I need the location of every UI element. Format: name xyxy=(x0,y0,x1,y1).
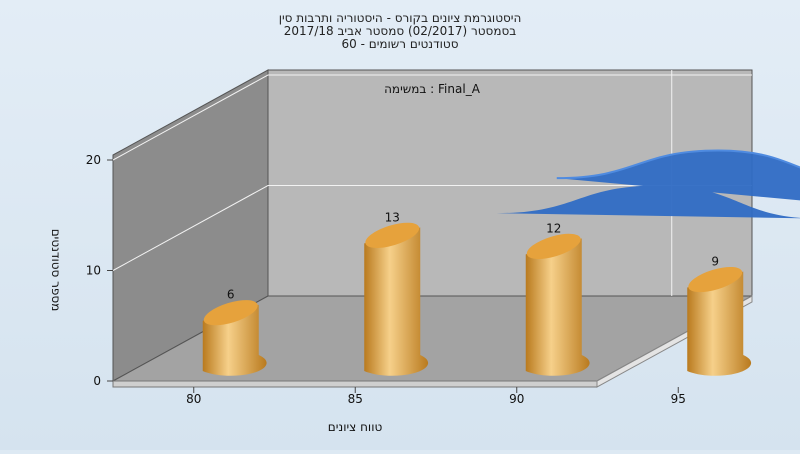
y-tick-label: 0 xyxy=(93,374,101,388)
bar-data-label: 12 xyxy=(546,221,561,235)
bar: 12 xyxy=(525,221,590,376)
title-line-3: סטודנטים רשומים - 60 xyxy=(341,37,458,51)
gridline-y xyxy=(112,74,752,161)
axis-ticks: 0102080859095100 xyxy=(86,153,686,406)
bar-group: 6131297 xyxy=(202,210,752,376)
bar-body xyxy=(364,227,429,376)
y-tick-label: 10 xyxy=(86,264,101,278)
title-line-1: היסטוגרמת ציונים בקורס - היסטוריה ותרבות… xyxy=(279,11,522,25)
bar-body xyxy=(687,271,752,376)
bar-cap xyxy=(365,222,420,248)
bar-cap xyxy=(203,300,258,326)
y-tick-label: 20 xyxy=(86,153,101,167)
bar-cap xyxy=(526,233,581,259)
bar-data-label: 13 xyxy=(385,210,400,224)
bar: 6 xyxy=(202,288,267,376)
bar-data-label: 9 xyxy=(711,255,719,269)
x-axis-label: טווח ציונים xyxy=(328,420,383,434)
bar: 9 xyxy=(687,255,752,376)
curve-top-edge xyxy=(556,149,800,180)
bar-data-label: 6 xyxy=(227,288,235,302)
x-tick-label: 85 xyxy=(348,392,363,406)
task-annotation: במשימה : Final_A xyxy=(384,82,481,96)
trend-curve xyxy=(496,149,800,219)
gridline-y xyxy=(112,185,752,271)
x-tick-label: 80 xyxy=(186,392,201,406)
chart-title: היסטוגרמת ציונים בקורס - היסטוריה ותרבות… xyxy=(279,11,522,51)
floor-front-edge xyxy=(112,380,598,388)
bar: 13 xyxy=(364,210,429,376)
bar-cap xyxy=(688,266,743,293)
title-line-2: בסמסטר (02/2017) סמסטר אביב 2017/18 xyxy=(284,24,516,38)
curve-ribbon xyxy=(496,150,800,219)
bar-body xyxy=(525,238,590,376)
y-axis-label: מספר סטודנטים xyxy=(49,229,63,312)
x-tick-label: 95 xyxy=(671,392,686,406)
x-tick-label: 90 xyxy=(509,392,524,406)
